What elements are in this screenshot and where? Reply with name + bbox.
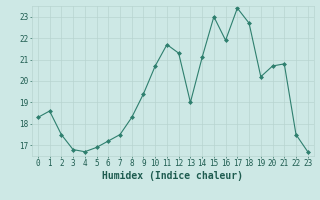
X-axis label: Humidex (Indice chaleur): Humidex (Indice chaleur) xyxy=(102,171,243,181)
